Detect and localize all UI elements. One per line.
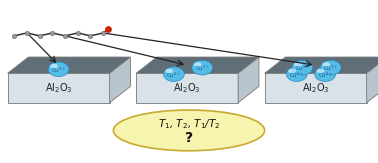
Text: Cu$^{2+}$: Cu$^{2+}$	[295, 64, 310, 73]
Polygon shape	[8, 57, 130, 73]
Polygon shape	[238, 57, 259, 103]
Ellipse shape	[294, 62, 302, 67]
Text: $T_1$, $T_2$, $T_1$/$T_2$: $T_1$, $T_2$, $T_1$/$T_2$	[158, 117, 220, 131]
Ellipse shape	[287, 67, 307, 82]
Ellipse shape	[292, 60, 313, 75]
Text: Cu$^{2+}$: Cu$^{2+}$	[166, 70, 181, 80]
Ellipse shape	[321, 60, 341, 75]
Polygon shape	[110, 57, 130, 103]
Text: Cu$^{2+}$: Cu$^{2+}$	[195, 64, 210, 73]
Text: ?: ?	[185, 131, 193, 145]
Ellipse shape	[163, 67, 184, 82]
Ellipse shape	[314, 67, 335, 82]
Ellipse shape	[165, 69, 173, 73]
Polygon shape	[265, 57, 378, 73]
Ellipse shape	[113, 110, 265, 151]
Polygon shape	[136, 73, 238, 103]
Text: Cu$^{2+}$: Cu$^{2+}$	[318, 70, 333, 80]
Text: Cu$^{2+}$: Cu$^{2+}$	[289, 70, 304, 80]
Text: Al$_2$O$_3$: Al$_2$O$_3$	[302, 81, 330, 95]
Ellipse shape	[322, 62, 330, 67]
Polygon shape	[265, 73, 367, 103]
Ellipse shape	[48, 62, 69, 77]
Text: Cu$^{2+}$: Cu$^{2+}$	[323, 64, 338, 73]
Polygon shape	[136, 57, 259, 73]
Text: Cu$^{2+}$: Cu$^{2+}$	[51, 65, 66, 75]
Text: Al$_2$O$_3$: Al$_2$O$_3$	[45, 81, 73, 95]
Ellipse shape	[194, 62, 201, 67]
Polygon shape	[8, 73, 110, 103]
Ellipse shape	[316, 69, 324, 73]
Ellipse shape	[288, 69, 296, 73]
Polygon shape	[367, 57, 378, 103]
Ellipse shape	[192, 60, 212, 75]
Text: Al$_2$O$_3$: Al$_2$O$_3$	[173, 81, 201, 95]
Ellipse shape	[50, 64, 58, 68]
